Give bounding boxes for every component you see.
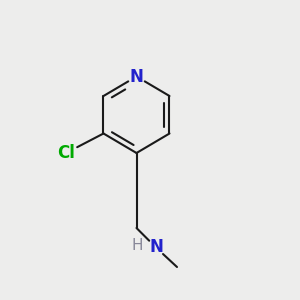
Text: H: H — [132, 238, 143, 253]
Text: N: N — [149, 238, 163, 256]
Text: Cl: Cl — [57, 144, 75, 162]
Text: N: N — [130, 68, 143, 85]
